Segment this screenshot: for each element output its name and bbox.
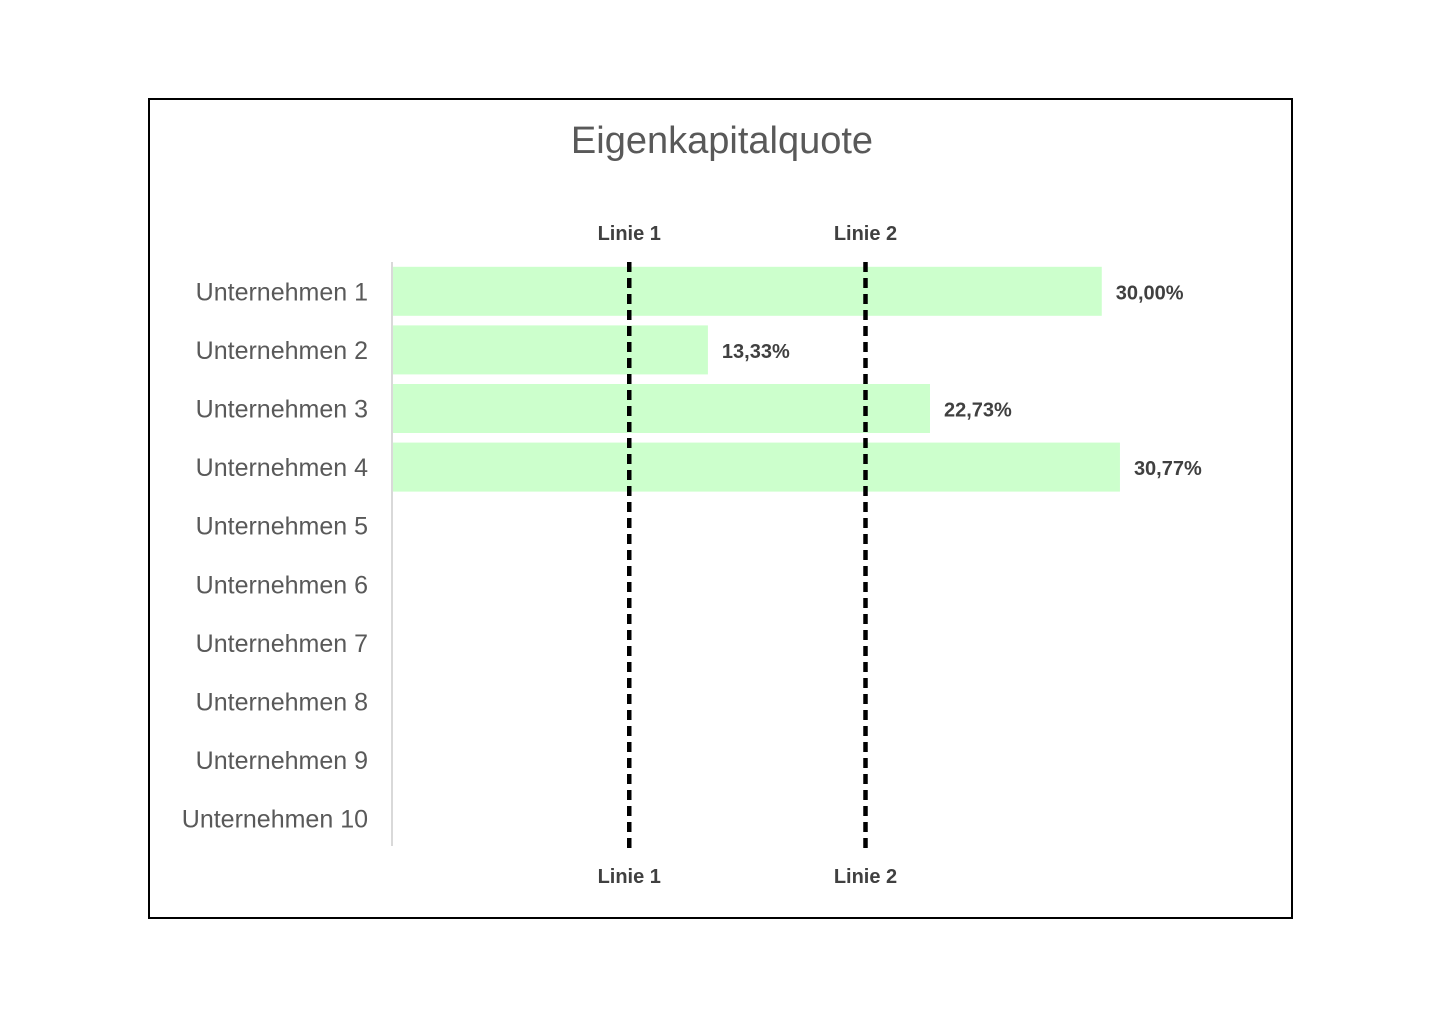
category-label: Unternehmen 3	[196, 396, 368, 424]
chart-title: Eigenkapitalquote	[571, 120, 873, 162]
reference-line-label-top: Linie 2	[834, 223, 897, 245]
bar	[393, 442, 1120, 492]
reference-lines: Linie 1 Linie 1 Linie 2 Linie 2	[598, 223, 898, 888]
category-label: Unternehmen 4	[196, 454, 368, 482]
reference-line-label-top: Linie 1	[598, 223, 661, 245]
category-label: Unternehmen 7	[196, 630, 368, 658]
category-label: Unternehmen 8	[196, 689, 368, 717]
bar	[393, 266, 1102, 316]
category-labels: Unternehmen 1 Unternehmen 2 Unternehmen 3 U…	[182, 278, 368, 833]
data-label: 30,00%	[1116, 282, 1184, 304]
data-label: 22,73%	[944, 400, 1012, 422]
data-labels: 30,00% 13,33% 22,73% 30,77%	[722, 282, 1202, 480]
chart-frame	[148, 98, 1293, 919]
bar	[393, 325, 708, 375]
category-label: Unternehmen 5	[196, 513, 368, 541]
reference-line-label-bottom: Linie 2	[834, 866, 897, 888]
reference-line-label-bottom: Linie 1	[598, 866, 661, 888]
bars-layer	[393, 266, 1120, 492]
category-label: Unternehmen 9	[196, 747, 368, 775]
category-label: Unternehmen 1	[196, 278, 368, 306]
category-label: Unternehmen 2	[196, 337, 368, 365]
category-label: Unternehmen 10	[182, 806, 368, 834]
data-label: 13,33%	[722, 341, 790, 363]
data-label: 30,77%	[1134, 458, 1202, 480]
category-label: Unternehmen 6	[196, 571, 368, 599]
bar	[393, 384, 930, 433]
